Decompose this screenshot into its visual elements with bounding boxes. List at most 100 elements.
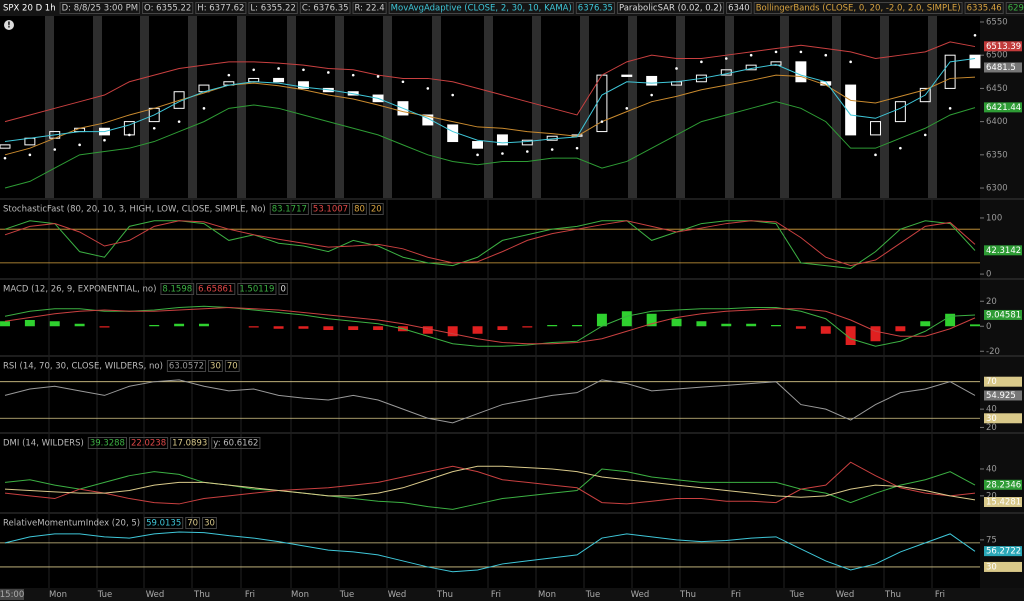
y-tick-label: 100	[986, 213, 1002, 223]
study-label: 30	[204, 519, 215, 529]
y-tick-label: 75	[986, 535, 997, 545]
study-label: MovAvgAdaptive (CLOSE, 2, 30, 10, KAMA)	[391, 4, 572, 14]
indicator-line	[4, 465, 976, 501]
study-label-box	[388, 2, 574, 14]
indicator-line	[4, 306, 976, 345]
y-tick-label: 6350	[986, 150, 1008, 160]
histogram-bar	[497, 326, 508, 330]
x-tick-label: Wed	[388, 590, 407, 600]
session-shade	[432, 16, 441, 198]
sar-dot	[351, 73, 355, 77]
candle	[273, 77, 285, 83]
histogram-bar	[298, 326, 309, 329]
candle	[695, 74, 707, 83]
histogram-bar	[74, 323, 85, 327]
study-label: 80	[354, 205, 365, 215]
sar-dot	[202, 107, 206, 110]
candle	[770, 61, 782, 66]
study-label: MACD (12, 26, 9, EXPONENTIAL, no)	[3, 285, 156, 295]
session-shade	[45, 16, 54, 198]
sar-dot	[526, 150, 529, 153]
y-tick-label: 6450	[986, 84, 1008, 94]
sar-dot	[575, 146, 579, 150]
study-label: 70	[227, 362, 238, 372]
histogram-bar	[721, 323, 732, 327]
sar-dot	[426, 87, 430, 90]
indicator-line	[4, 220, 976, 269]
study-label-box	[185, 517, 201, 529]
study-label-box	[575, 2, 615, 14]
session-shade	[383, 16, 392, 198]
study-label: 83.1717	[272, 205, 307, 215]
sar-dot	[749, 53, 753, 57]
study-label-box	[142, 2, 194, 14]
indicator-line	[4, 531, 976, 573]
sar-dot	[923, 133, 927, 137]
x-tick-label: Tue	[585, 590, 601, 600]
x-tick-label: Thu	[884, 590, 901, 600]
histogram-bar	[447, 326, 458, 337]
x-tick-label: 15:00	[0, 590, 24, 600]
x-tick-label: Fri	[491, 590, 501, 600]
sar-dot	[600, 120, 604, 123]
study-label: DMI (14, WILDERS)	[3, 439, 84, 449]
study-label-box	[964, 2, 1004, 14]
candle	[845, 84, 857, 136]
sar-dot	[3, 156, 7, 160]
y-tick-label: 6300	[986, 184, 1008, 194]
x-tick-label: Thu	[436, 590, 453, 600]
session-shade	[93, 16, 102, 198]
sar-dot	[252, 68, 256, 72]
sar-dot	[227, 73, 231, 77]
session-shade	[880, 16, 889, 198]
y-tick-label: 20	[986, 423, 997, 433]
study-label-box	[224, 360, 240, 372]
histogram-bar	[199, 323, 209, 327]
alert-icon[interactable]	[4, 20, 14, 30]
study-label-box	[352, 2, 387, 14]
session-shade	[287, 16, 296, 198]
x-tick-label: Thu	[679, 590, 696, 600]
study-label: StochasticFast (80, 20, 10, 3, HIGH, LOW…	[3, 205, 266, 215]
histogram-bar	[621, 311, 632, 327]
sar-dot	[128, 133, 131, 137]
sar-dot	[675, 67, 678, 70]
sar-dot	[277, 67, 280, 70]
study-label: 6.65861	[198, 285, 233, 295]
study-label: 8.1598	[162, 285, 192, 295]
study-label-box	[202, 517, 217, 529]
value-badge	[984, 413, 1022, 424]
candle	[919, 87, 931, 103]
x-tick-label: Wed	[146, 590, 165, 600]
histogram-bar	[820, 326, 831, 334]
candle	[472, 141, 484, 149]
y-tick-label: 6400	[986, 117, 1008, 127]
study-label-box	[368, 203, 384, 215]
value-badge	[984, 561, 1022, 572]
x-tick-label: Tue	[339, 590, 355, 600]
indicator-line	[4, 305, 976, 347]
study-label-box	[248, 2, 298, 14]
study-label: O: 6355.22	[144, 4, 191, 14]
study-label: BollingerBands (CLOSE, 0, 20, -2.0, 2.0,…	[756, 4, 961, 14]
session-shade	[532, 16, 541, 198]
histogram-bar	[323, 326, 334, 330]
histogram-bar	[472, 326, 483, 334]
study-label-box	[128, 437, 169, 449]
candle	[0, 144, 11, 149]
study-label: 0	[280, 285, 285, 295]
sar-dot	[53, 148, 57, 151]
histogram-bar	[99, 326, 110, 328]
value-badge-label: 28.2346	[986, 480, 1021, 490]
session-shade	[188, 16, 197, 198]
study-label: D: 8/8/25 3:00 PM	[62, 4, 138, 14]
x-tick-label: Thu	[193, 590, 210, 600]
study-label-box	[726, 2, 752, 14]
x-tick-label: Mon	[49, 590, 67, 600]
value-badge	[984, 309, 1022, 320]
value-badge-label: 30	[986, 562, 997, 572]
sar-dot	[501, 152, 504, 155]
study-label-box	[616, 2, 725, 14]
